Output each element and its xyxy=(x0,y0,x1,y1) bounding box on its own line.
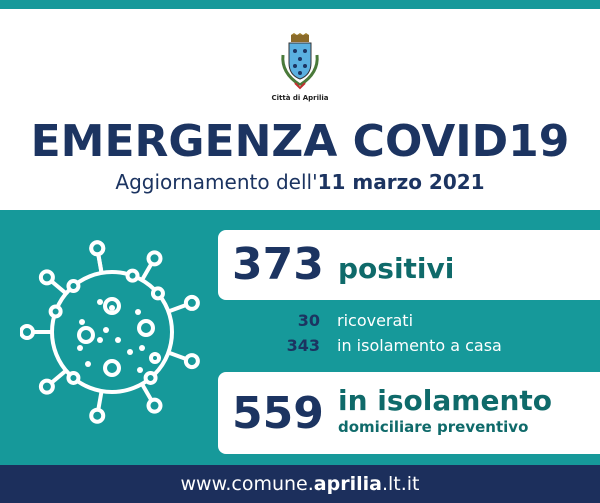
url-domain: aprilia xyxy=(313,473,382,495)
hospitalized-row: 30 ricoverati xyxy=(230,311,600,331)
virus-spike-tip xyxy=(38,378,55,395)
positive-label: positivi xyxy=(338,252,455,285)
subtitle-date: 11 marzo 2021 xyxy=(317,170,485,194)
home-isolation-row: 343 in isolamento a casa xyxy=(230,336,600,356)
virus-spike-tip xyxy=(183,294,200,311)
update-date: Aggiornamento dell'11 marzo 2021 xyxy=(0,170,600,194)
virus-spike-tip xyxy=(146,250,163,267)
virus-spike-tip xyxy=(89,407,106,424)
virus-spike-tip xyxy=(66,370,81,385)
virus-spike-tip xyxy=(183,353,200,370)
positive-card: 373 positivi xyxy=(218,230,600,300)
virus-spike-tip xyxy=(146,397,163,414)
footer-url[interactable]: www.comune.aprilia.lt.it xyxy=(0,465,600,503)
preventive-isolation-card: 559 in isolamento domiciliare preventivo xyxy=(218,372,600,454)
virus-spike-tip xyxy=(48,304,63,319)
virus-spike-tip xyxy=(143,370,158,385)
positive-count: 373 xyxy=(232,239,324,290)
virus-spike-tip xyxy=(125,268,140,283)
virus-spike-tip xyxy=(38,269,55,286)
hospitalized-label: ricoverati xyxy=(337,311,414,330)
virus-icon xyxy=(20,240,200,424)
virus-spike-tip xyxy=(89,240,106,257)
virus-spike-tip xyxy=(20,324,35,340)
url-suffix: .lt.it xyxy=(381,473,420,495)
virus-spike-tip xyxy=(66,279,81,294)
top-bar xyxy=(0,0,600,9)
city-crest-logo xyxy=(281,33,319,90)
url-prefix: www.comune. xyxy=(180,473,314,495)
page-title: EMERGENZA COVID19 xyxy=(30,116,570,167)
subtitle-prefix: Aggiornamento dell' xyxy=(115,170,318,194)
logo-caption: Città di Aprilia xyxy=(271,94,329,102)
virus-spike-tip xyxy=(150,286,165,301)
hospitalized-count: 30 xyxy=(297,311,320,330)
preventive-label-sub: domiciliare preventivo xyxy=(338,418,529,436)
preventive-count: 559 xyxy=(232,388,324,439)
home-isolation-label: in isolamento a casa xyxy=(337,336,502,355)
home-isolation-count: 343 xyxy=(286,336,320,355)
preventive-label-main: in isolamento xyxy=(338,384,552,417)
